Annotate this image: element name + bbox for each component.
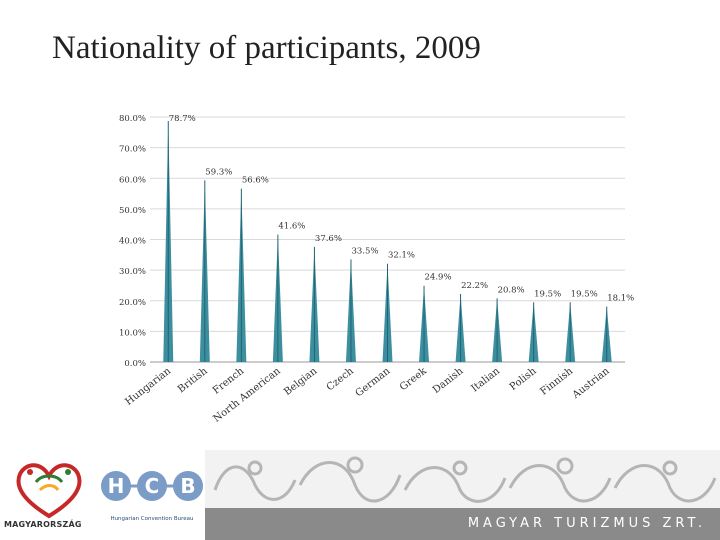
data-label: 41.6% [278,222,305,232]
data-label: 22.2% [461,281,488,291]
data-label: 24.9% [425,273,452,283]
y-tick-label: 30.0% [119,267,146,277]
data-label: 18.1% [607,294,634,304]
category-label: Danish [431,365,466,396]
category-label: Belgian [282,365,320,398]
y-tick-label: 20.0% [119,298,146,308]
hcb-logo: H C B Hungarian Convention Bureau [100,468,204,530]
hcb-letter-circles: H C B [101,471,203,501]
hcb-letter-b: B [180,474,195,498]
category-label: Hungarian [124,365,174,407]
category-label: Italian [469,365,502,394]
category-label: Austrian [570,365,612,401]
footer-band-text: MAGYAR TURIZMUS ZRT. [467,516,706,531]
magyarorszag-logo-text: MAGYARORSZÁG [4,520,82,529]
category-label: Polish [508,365,539,393]
data-label: 20.8% [498,285,525,295]
data-label: 37.6% [315,234,342,244]
hcb-letter-c: C [145,474,160,498]
y-tick-label: 10.0% [119,328,146,338]
y-tick-label: 60.0% [119,175,146,185]
y-tick-label: 50.0% [119,206,146,216]
category-label: North American [212,365,284,424]
category-label: German [354,365,393,399]
data-label: 33.5% [351,246,378,256]
data-label: 56.6% [242,176,269,186]
slide-title: Nationality of participants, 2009 [52,30,481,66]
y-tick-label: 40.0% [119,237,146,247]
hcb-letter-h: H [108,474,125,498]
footer-band: MAGYAR TURIZMUS ZRT. [205,508,720,540]
data-label: 19.5% [534,289,561,299]
magyarorszag-heart-logo [16,463,82,519]
bar-chart: 0.0% 10.0% 20.0% 30.0% 40.0% 50.0% 60.0% 70.0% 8… [119,114,634,425]
data-label: 59.3% [205,167,232,177]
category-label: British [176,365,210,395]
folk-pattern-decoration [205,450,720,512]
category-label: Greek [398,365,430,393]
y-tick-label: 0.0% [124,359,146,369]
category-label: Czech [325,365,357,393]
y-tick-label: 70.0% [119,145,146,155]
data-label: 19.5% [571,289,598,299]
data-label: 78.7% [169,114,196,124]
hcb-name-text: Hungarian Convention Bureau [110,516,194,522]
y-tick-label: 80.0% [119,114,146,124]
data-label: 32.1% [388,251,415,261]
